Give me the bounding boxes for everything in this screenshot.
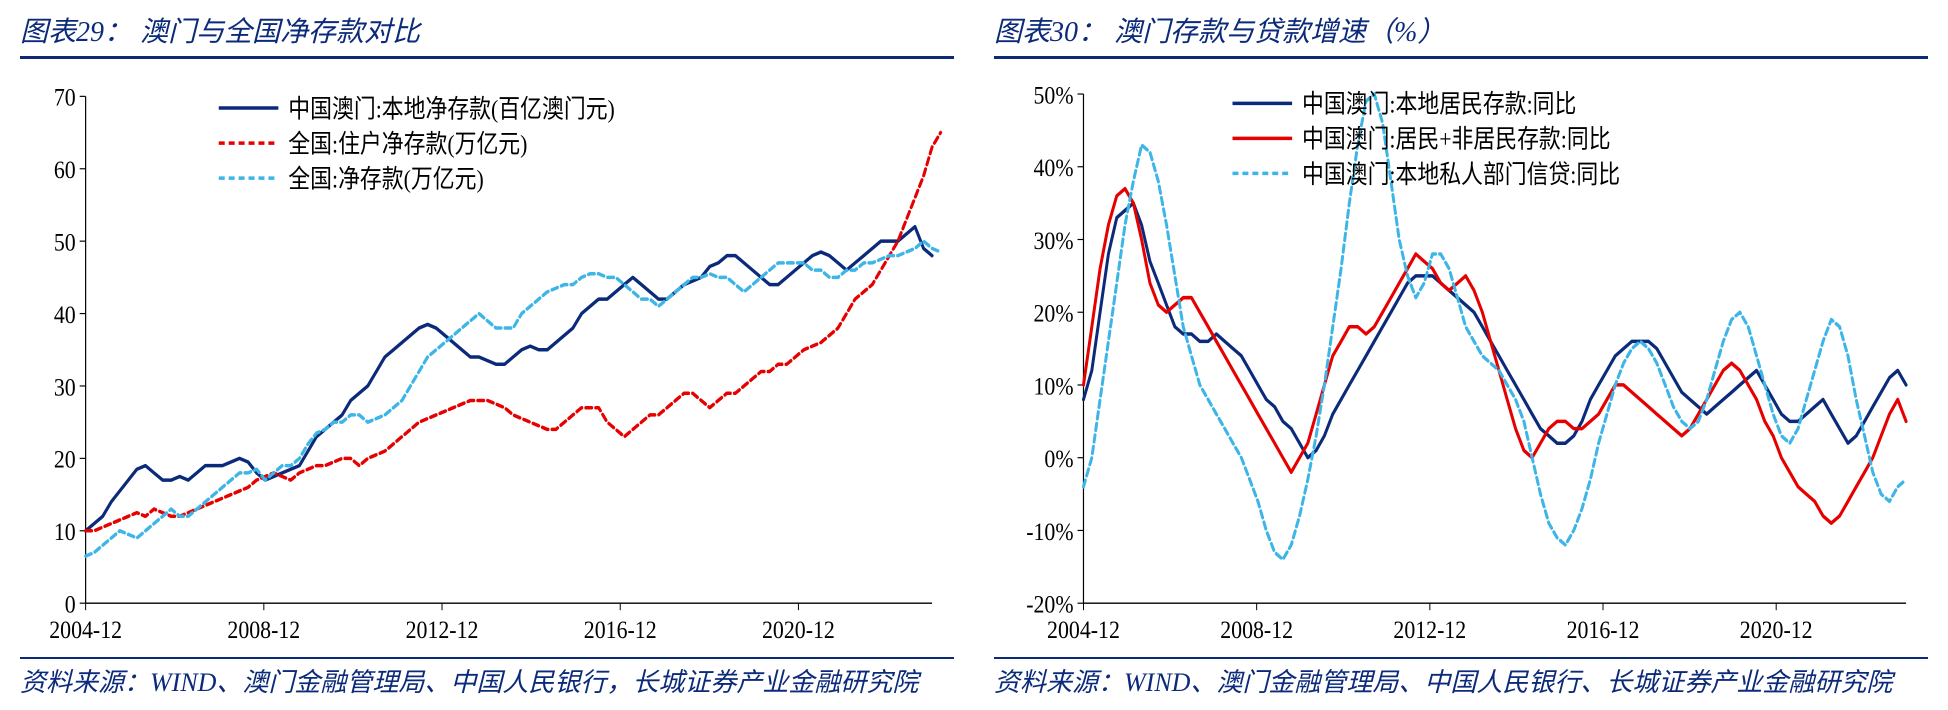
panel-right: 图表30： 澳门存款与贷款增速（%） -20% -10% 0% 10% 20% 30% 40… bbox=[974, 0, 1948, 710]
svg-text:中国澳门:居民+非居民存款:同比: 中国澳门:居民+非居民存款:同比 bbox=[1302, 125, 1611, 154]
svg-text:2004-12: 2004-12 bbox=[49, 617, 122, 645]
svg-text:2016-12: 2016-12 bbox=[1567, 617, 1640, 645]
svg-text:50%: 50% bbox=[1033, 82, 1073, 110]
svg-text:50: 50 bbox=[54, 229, 76, 257]
svg-text:-20%: -20% bbox=[1026, 591, 1073, 619]
svg-text:中国澳门:本地居民存款:同比: 中国澳门:本地居民存款:同比 bbox=[1302, 90, 1576, 119]
chart30-title: 图表30： 澳门存款与贷款增速（%） bbox=[994, 10, 1928, 59]
svg-text:2012-12: 2012-12 bbox=[406, 617, 479, 645]
svg-text:30%: 30% bbox=[1033, 227, 1073, 255]
svg-text:20%: 20% bbox=[1033, 300, 1073, 328]
chart30-plot: -20% -10% 0% 10% 20% 30% 40% 50% 2004-12 2008-12 2… bbox=[1004, 73, 1918, 657]
svg-text:0: 0 bbox=[65, 591, 76, 619]
svg-text:全国:住户净存款(万亿元): 全国:住户净存款(万亿元) bbox=[288, 130, 527, 159]
panel-left: 图表29： 澳门与全国净存款对比 0 10 20 30 40 50 60 70 2004-12 2… bbox=[0, 0, 974, 710]
svg-text:2020-12: 2020-12 bbox=[762, 617, 835, 645]
svg-text:-10%: -10% bbox=[1026, 518, 1073, 546]
svg-text:2016-12: 2016-12 bbox=[584, 617, 657, 645]
svg-text:40%: 40% bbox=[1033, 155, 1073, 183]
svg-text:2004-12: 2004-12 bbox=[1047, 617, 1120, 645]
chart29-source: 资料来源：WIND、澳门金融管理局、中国人民银行，长城证券产业金融研究院 bbox=[20, 657, 954, 700]
svg-text:70: 70 bbox=[54, 84, 76, 112]
svg-text:全国:净存款(万亿元): 全国:净存款(万亿元) bbox=[288, 165, 483, 194]
svg-text:20: 20 bbox=[54, 446, 76, 474]
svg-text:0%: 0% bbox=[1044, 446, 1073, 474]
svg-text:30: 30 bbox=[54, 374, 76, 402]
chart29-title-num: 图表29： bbox=[20, 10, 132, 50]
svg-text:60: 60 bbox=[54, 157, 76, 185]
svg-text:中国澳门:本地私人部门信贷:同比: 中国澳门:本地私人部门信贷:同比 bbox=[1302, 160, 1620, 189]
svg-text:10: 10 bbox=[54, 519, 76, 547]
svg-text:2008-12: 2008-12 bbox=[227, 617, 300, 645]
svg-text:2020-12: 2020-12 bbox=[1740, 617, 1813, 645]
chart30-title-text: 澳门存款与贷款增速（%） bbox=[1114, 10, 1445, 50]
chart29-title: 图表29： 澳门与全国净存款对比 bbox=[20, 10, 954, 59]
svg-text:40: 40 bbox=[54, 301, 76, 329]
svg-text:2008-12: 2008-12 bbox=[1220, 617, 1293, 645]
chart30-source: 资料来源：WIND、澳门金融管理局、中国人民银行、长城证券产业金融研究院 bbox=[994, 657, 1928, 700]
chart30-title-num: 图表30： bbox=[994, 10, 1106, 50]
svg-text:中国澳门:本地净存款(百亿澳门元): 中国澳门:本地净存款(百亿澳门元) bbox=[288, 95, 615, 124]
chart29-plot: 0 10 20 30 40 50 60 70 2004-12 2008-12 2012-12 2016… bbox=[30, 73, 944, 657]
svg-text:2012-12: 2012-12 bbox=[1393, 617, 1466, 645]
svg-text:10%: 10% bbox=[1033, 373, 1073, 401]
chart29-title-text: 澳门与全国净存款对比 bbox=[140, 10, 420, 50]
